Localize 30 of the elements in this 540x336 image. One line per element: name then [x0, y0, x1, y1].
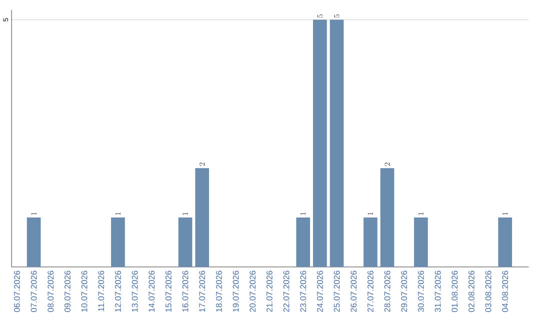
- x-tick-label: 25.07.2026: [334, 270, 340, 312]
- x-tick-label: 10.07.2026: [81, 270, 88, 312]
- x-tick-label: 31.07.2026: [434, 270, 441, 312]
- x-tick-label: 20.07.2026: [250, 270, 256, 312]
- x-tick-label: 27.07.2026: [368, 270, 374, 312]
- x-tick-label: 17.07.2026: [199, 270, 206, 312]
- x-tick-label: 19.07.2026: [232, 270, 239, 312]
- x-tick-label: 24.07.2026: [317, 270, 323, 312]
- x-tick-label: 07.07.2026: [30, 270, 37, 312]
- x-tick-label: 21.07.2026: [266, 270, 272, 312]
- x-tick-label: 29.07.2026: [401, 270, 408, 312]
- x-tick-label: 01.08.2026: [452, 270, 458, 312]
- x-tick-label: 13.07.2026: [132, 270, 138, 312]
- x-tick-label: 23.07.2026: [300, 270, 306, 312]
- x-tick-label: 12.07.2026: [115, 270, 121, 312]
- x-tick-label: 30.07.2026: [418, 270, 424, 312]
- x-tick-label: 02.08.2026: [468, 270, 474, 312]
- x-tick-label: 14.07.2026: [148, 270, 155, 312]
- x-tick-label: 16.07.2026: [182, 270, 188, 312]
- x-tick-label: 06.07.2026: [14, 270, 20, 312]
- x-tick-label: 28.07.2026: [384, 270, 390, 312]
- x-tick-label: 18.07.2026: [216, 270, 222, 312]
- x-tick-label: 04.08.2026: [502, 270, 508, 312]
- x-tick-label: 03.08.2026: [485, 270, 492, 312]
- x-tick-label: 09.07.2026: [64, 270, 70, 312]
- x-tick-label: 26.07.2026: [350, 270, 357, 312]
- x-tick-label: 08.07.2026: [48, 270, 54, 312]
- x-tick-label: 11.07.2026: [98, 270, 104, 311]
- x-tick-label: 22.07.2026: [283, 270, 290, 312]
- x-tick-label: 15.07.2026: [166, 270, 172, 312]
